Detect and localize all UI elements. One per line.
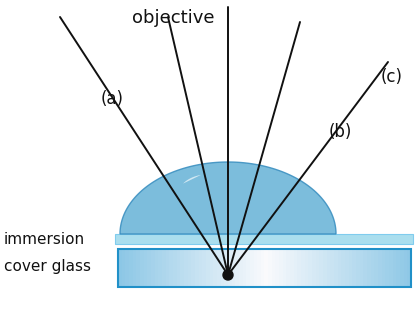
Bar: [143, 249, 148, 287]
Bar: [243, 249, 247, 287]
Bar: [294, 249, 298, 287]
Bar: [177, 249, 181, 287]
Text: objective: objective: [133, 9, 215, 27]
Bar: [272, 249, 276, 287]
Bar: [400, 249, 404, 287]
Bar: [191, 249, 196, 287]
Bar: [147, 249, 151, 287]
Bar: [316, 249, 320, 287]
Bar: [173, 249, 177, 287]
Bar: [188, 249, 192, 287]
Bar: [268, 249, 272, 287]
Bar: [319, 249, 324, 287]
Bar: [250, 249, 254, 287]
Bar: [158, 249, 163, 287]
Bar: [118, 249, 411, 287]
Text: immersion: immersion: [4, 231, 85, 247]
Bar: [309, 249, 313, 287]
Bar: [195, 249, 199, 287]
Bar: [330, 249, 334, 287]
Bar: [180, 249, 184, 287]
Bar: [279, 249, 283, 287]
Bar: [264, 249, 269, 287]
Bar: [162, 249, 166, 287]
Bar: [327, 249, 331, 287]
Bar: [202, 249, 206, 287]
Bar: [166, 249, 170, 287]
Bar: [115, 234, 413, 244]
Bar: [184, 249, 188, 287]
Bar: [286, 249, 291, 287]
Bar: [151, 249, 155, 287]
Bar: [198, 249, 203, 287]
Bar: [323, 249, 327, 287]
Bar: [136, 249, 141, 287]
Bar: [221, 249, 225, 287]
Bar: [257, 249, 261, 287]
Bar: [352, 249, 357, 287]
Bar: [393, 249, 397, 287]
Bar: [356, 249, 360, 287]
Bar: [371, 249, 375, 287]
Bar: [404, 249, 408, 287]
Polygon shape: [120, 162, 336, 234]
Bar: [301, 249, 305, 287]
Bar: [206, 249, 210, 287]
Bar: [342, 249, 346, 287]
Bar: [126, 249, 130, 287]
Bar: [407, 249, 412, 287]
Text: cover glass: cover glass: [4, 260, 91, 275]
Bar: [385, 249, 389, 287]
Bar: [382, 249, 386, 287]
Bar: [169, 249, 173, 287]
Bar: [297, 249, 301, 287]
Bar: [235, 249, 239, 287]
Bar: [378, 249, 382, 287]
Bar: [349, 249, 353, 287]
Polygon shape: [183, 175, 201, 184]
Bar: [312, 249, 316, 287]
Bar: [305, 249, 309, 287]
Bar: [210, 249, 214, 287]
Bar: [254, 249, 258, 287]
Text: (b): (b): [328, 123, 352, 141]
Bar: [367, 249, 371, 287]
Bar: [213, 249, 217, 287]
Bar: [231, 249, 236, 287]
Bar: [261, 249, 265, 287]
Bar: [217, 249, 221, 287]
Bar: [246, 249, 250, 287]
Bar: [283, 249, 287, 287]
Bar: [345, 249, 349, 287]
Bar: [276, 249, 280, 287]
Bar: [389, 249, 393, 287]
Bar: [155, 249, 159, 287]
Bar: [338, 249, 342, 287]
Bar: [290, 249, 294, 287]
Text: (a): (a): [100, 90, 123, 108]
Bar: [224, 249, 229, 287]
Bar: [334, 249, 338, 287]
Bar: [129, 249, 133, 287]
Bar: [140, 249, 144, 287]
Bar: [228, 249, 232, 287]
Circle shape: [223, 270, 233, 280]
Text: (c): (c): [381, 68, 403, 86]
Bar: [374, 249, 379, 287]
Bar: [239, 249, 243, 287]
Bar: [363, 249, 367, 287]
Bar: [360, 249, 364, 287]
Bar: [122, 249, 126, 287]
Bar: [133, 249, 137, 287]
Bar: [396, 249, 400, 287]
Bar: [118, 249, 122, 287]
